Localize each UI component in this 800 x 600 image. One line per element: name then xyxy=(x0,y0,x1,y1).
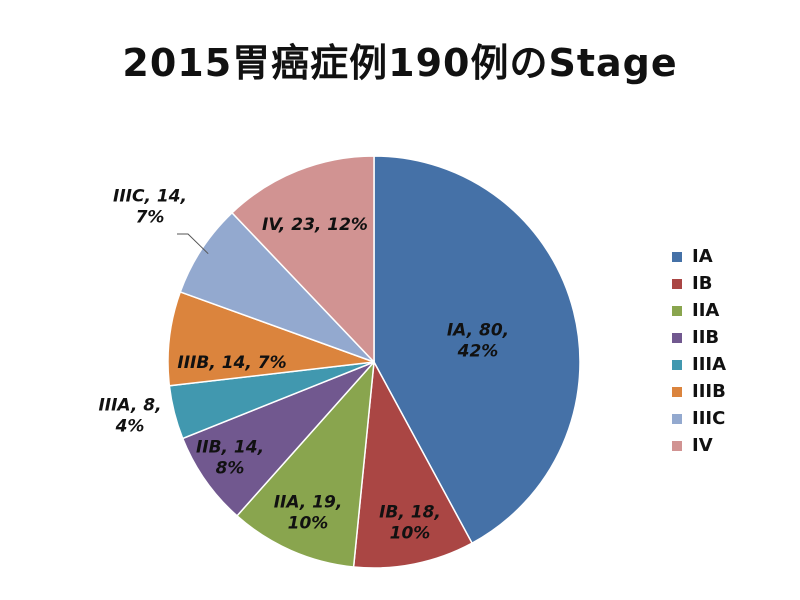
legend-swatch xyxy=(672,332,682,343)
data-label-iiic: IIIC, 14, 7% xyxy=(113,187,187,228)
legend-item-iib: IIB xyxy=(672,324,782,351)
data-label-iv: IV, 23, 12% xyxy=(262,215,368,235)
data-label-ib: IB, 18, 10% xyxy=(379,503,441,544)
legend-swatch xyxy=(672,386,682,397)
data-labels: IA, 80, 42% IB, 18, 10% IIA, 19, 10%IIB, 14, 8… xyxy=(98,187,509,544)
chart-title: 2015胃癌症例190例のStage xyxy=(122,41,678,85)
pie-slices xyxy=(167,155,581,569)
data-label-iiia: IIIA, 8, 4% xyxy=(98,396,161,437)
legend-label: IV xyxy=(692,435,713,456)
leader-lines xyxy=(177,233,209,255)
leader-line-iiic xyxy=(177,233,209,255)
legend-swatch xyxy=(672,413,682,424)
legend-label: IA xyxy=(692,246,713,267)
data-label-iia: IIA, 19, 10% xyxy=(274,493,343,534)
data-label-iiib: IIIB, 14, 7% xyxy=(177,353,286,373)
legend-item-iiia: IIIA xyxy=(672,351,782,378)
legend-swatch xyxy=(672,359,682,370)
pie-slice-iv xyxy=(230,155,375,364)
legend-item-iiib: IIIB xyxy=(672,378,782,405)
legend-label: IIIC xyxy=(692,408,726,429)
legend-label: IB xyxy=(692,273,713,294)
pie-slice-ia xyxy=(373,155,581,545)
data-label-ia: IA, 80, 42% xyxy=(447,321,509,362)
legend-item-iv: IV xyxy=(672,432,782,459)
legend-item-ia: IA xyxy=(672,243,782,270)
legend-item-iia: IIA xyxy=(672,297,782,324)
legend-label: IIA xyxy=(692,300,720,321)
legend: IA IB IIA IIB IIIA IIIB IIIC IV xyxy=(672,243,782,459)
legend-swatch xyxy=(672,305,682,316)
legend-label: IIIA xyxy=(692,354,727,375)
legend-item-ib: IB xyxy=(672,270,782,297)
legend-swatch xyxy=(672,278,682,289)
pie-slice-ib xyxy=(352,359,474,569)
legend-label: IIIB xyxy=(692,381,726,402)
data-label-iib: IIB, 14, 8% xyxy=(196,438,264,479)
legend-item-iiic: IIIC xyxy=(672,405,782,432)
legend-swatch xyxy=(672,251,682,262)
legend-swatch xyxy=(672,440,682,451)
pie-slice-iia xyxy=(235,359,375,568)
legend-label: IIB xyxy=(692,327,720,348)
